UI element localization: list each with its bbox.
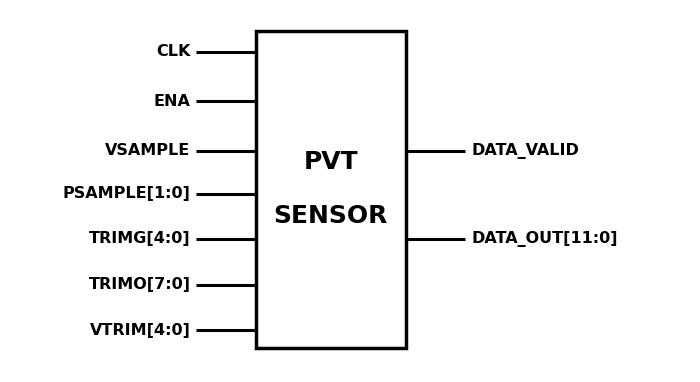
Text: VSAMPLE: VSAMPLE bbox=[105, 143, 190, 159]
Text: TRIMO[7:0]: TRIMO[7:0] bbox=[88, 277, 190, 292]
Text: PVT: PVT bbox=[303, 151, 358, 174]
Text: SENSOR: SENSOR bbox=[274, 204, 388, 228]
Text: DATA_VALID: DATA_VALID bbox=[471, 143, 579, 159]
Text: ENA: ENA bbox=[153, 94, 190, 109]
Bar bbox=[256, 31, 406, 348]
Text: TRIMG[4:0]: TRIMG[4:0] bbox=[89, 231, 190, 246]
Text: CLK: CLK bbox=[156, 44, 190, 59]
Text: DATA_OUT[11:0]: DATA_OUT[11:0] bbox=[471, 231, 617, 247]
Text: VTRIM[4:0]: VTRIM[4:0] bbox=[90, 323, 190, 338]
Text: PSAMPLE[1:0]: PSAMPLE[1:0] bbox=[62, 186, 190, 201]
